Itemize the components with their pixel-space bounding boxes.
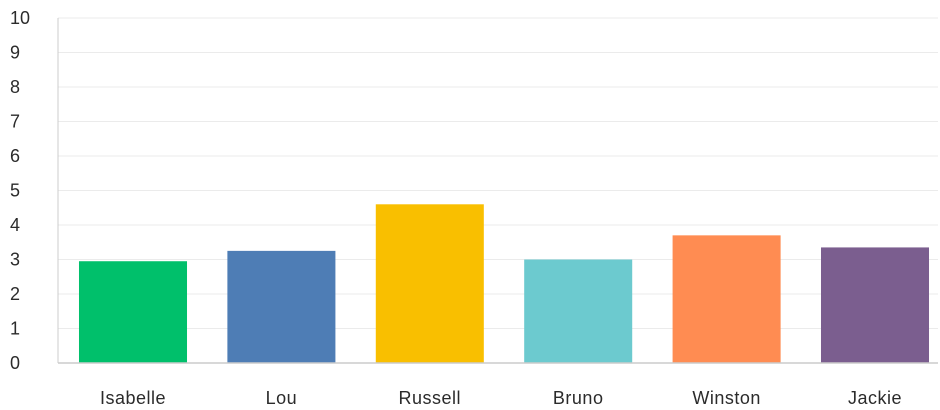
bar-lou	[227, 250, 336, 363]
bars	[78, 204, 930, 363]
x-category-label: Winston	[692, 388, 761, 408]
y-tick-labels: 0 1 2 3 4 5 6 7 8 9 10	[10, 8, 30, 373]
x-category-label: Russell	[399, 388, 462, 408]
x-category-label: Isabelle	[100, 388, 166, 408]
y-tick-label: 2	[10, 284, 20, 304]
bar-jackie	[820, 247, 930, 363]
bar-isabelle	[78, 261, 188, 363]
y-tick-label: 10	[10, 8, 30, 28]
x-category-label: Bruno	[553, 388, 604, 408]
x-category-label: Lou	[266, 388, 298, 408]
bar-bruno	[524, 259, 633, 363]
y-tick-label: 0	[10, 353, 20, 373]
y-tick-label: 1	[10, 319, 20, 339]
y-tick-label: 5	[10, 181, 20, 201]
y-tick-label: 6	[10, 146, 20, 166]
axes	[57, 18, 938, 364]
bar-winston	[672, 235, 781, 363]
y-tick-label: 7	[10, 112, 20, 132]
gridlines	[58, 17, 938, 329]
y-tick-label: 9	[10, 43, 20, 63]
y-tick-label: 3	[10, 250, 20, 270]
y-tick-label: 4	[10, 215, 20, 235]
x-category-label: Jackie	[848, 388, 902, 408]
x-category-labels: Isabelle Lou Russell Bruno Winston Jackie	[100, 388, 902, 408]
y-tick-label: 8	[10, 77, 20, 97]
bar-russell	[375, 204, 484, 363]
